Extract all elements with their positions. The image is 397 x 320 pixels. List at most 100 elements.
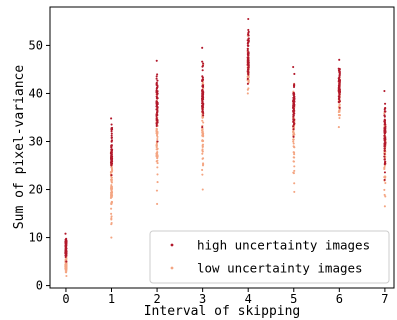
point-high [247,44,250,47]
x-tick-label: 6 [336,292,343,306]
point-high [246,49,249,52]
point-low [156,202,159,205]
point-low [156,150,159,154]
point-low [384,182,387,185]
point-high [383,130,386,134]
point-high [155,75,158,78]
point-low [110,184,113,187]
point-high [383,178,386,181]
point-high [247,71,250,75]
point-high [338,95,341,98]
point-low [155,130,158,133]
point-high [201,97,204,101]
point-high [338,92,341,95]
point-low [201,188,204,191]
point-high [65,237,68,240]
point-low [64,270,67,274]
point-high [110,146,113,149]
point-high [337,77,340,80]
point-high [155,77,158,80]
data-points [64,17,387,278]
point-high [292,93,296,96]
point-high [110,162,114,165]
point-low [201,119,204,122]
point-high [247,64,250,67]
point-low [338,110,341,113]
point-low [156,154,159,157]
point-high [247,52,250,55]
legend-marker-high [170,243,174,247]
point-low [201,143,205,146]
point-low [201,148,204,151]
point-high [246,61,249,64]
point-high [338,80,341,83]
point-high [201,46,204,49]
point-high [246,47,249,50]
y-tick-label: 30 [29,134,43,148]
x-tick-label: 3 [199,292,206,306]
point-low [156,173,159,176]
point-high [293,98,296,101]
point-high [155,124,158,128]
point-high [247,73,250,76]
point-low [292,133,295,136]
point-high [247,28,250,31]
point-low [110,236,113,239]
point-low [338,113,341,117]
point-high [201,60,204,63]
point-low [110,176,113,179]
legend-label-low: low uncertainty images [197,261,363,276]
point-low [156,166,159,169]
point-high [292,115,295,118]
point-high [338,100,341,103]
point-high [65,251,68,254]
y-tick-label: 0 [36,279,43,293]
point-low [293,182,296,185]
point-high [338,71,341,74]
point-high [337,69,340,72]
point-low [202,139,205,143]
point-low [292,142,295,145]
point-high [110,148,113,151]
point-high [293,122,296,125]
point-high [338,86,341,89]
legend-label-high: high uncertainty images [197,238,370,253]
point-low [110,207,113,210]
x-tick-label: 7 [381,292,388,306]
point-high [292,99,295,103]
point-high [383,127,386,130]
x-tick-label: 2 [153,292,160,306]
point-high [383,155,386,158]
point-high [338,74,341,77]
point-high [383,118,386,121]
point-high [155,91,158,94]
point-low [293,153,296,156]
point-high [293,83,296,86]
point-high [64,232,67,235]
point-low [202,121,205,124]
point-high [110,158,113,161]
point-high [201,85,204,88]
point-high [292,106,295,109]
point-low [384,195,387,198]
point-low [110,223,113,226]
plot-frame [49,6,395,289]
point-high [201,104,204,107]
point-high [246,82,249,85]
point-high [110,134,113,137]
point-high [338,58,341,61]
point-high [247,57,250,60]
point-high [247,34,250,37]
point-low [110,212,113,215]
point-low [293,156,296,159]
point-low [65,274,68,278]
point-low [110,217,113,220]
point-high [292,118,295,121]
point-high [201,100,204,103]
point-high [383,162,387,165]
point-high [384,125,387,128]
point-low [247,87,250,90]
point-low [155,189,159,192]
point-low [384,175,387,178]
point-high [384,123,387,126]
